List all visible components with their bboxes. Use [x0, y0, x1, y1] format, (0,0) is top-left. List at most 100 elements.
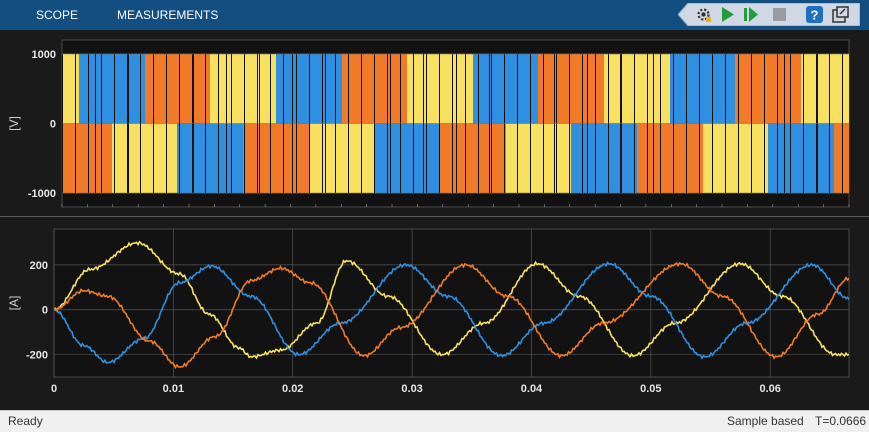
voltage-stripe-positive: [497, 53, 499, 124]
voltage-stripe-negative: [589, 123, 591, 194]
voltage-stripe-positive: [726, 53, 728, 124]
voltage-stripe-negative: [446, 123, 448, 194]
voltage-stripe-positive: [168, 53, 170, 124]
voltage-stripe-negative: [548, 123, 550, 194]
current-xtick-label: 0.01: [163, 383, 184, 395]
voltage-stripe-positive: [456, 53, 458, 124]
voltage-stripe-positive: [579, 53, 581, 124]
voltage-stripe-positive: [519, 53, 521, 124]
voltage-stripe-negative: [138, 123, 140, 194]
voltage-stripe-positive: [479, 53, 481, 124]
voltage-stripe-positive: [176, 53, 178, 124]
voltage-stripe-negative: [223, 123, 225, 194]
voltage-stripe-positive: [196, 53, 198, 124]
voltage-stripe-positive: [304, 53, 306, 124]
settings-gear-icon[interactable]: [694, 5, 713, 24]
voltage-stripe-positive: [572, 53, 574, 124]
tab-measurements[interactable]: MEASUREMENTS: [117, 8, 219, 22]
voltage-stripe-negative: [802, 123, 804, 194]
voltage-stripe-positive: [256, 53, 258, 124]
voltage-stripe-positive: [303, 53, 305, 124]
voltage-stripe-positive: [427, 53, 429, 124]
voltage-stripe-positive: [210, 53, 212, 124]
voltage-stripe-positive: [340, 53, 342, 124]
voltage-stripe-positive: [673, 53, 675, 124]
voltage-stripe-negative: [150, 123, 152, 194]
voltage-stripe-negative: [204, 123, 206, 194]
voltage-stripe-positive: [481, 53, 483, 124]
voltage-stripe-negative: [87, 123, 89, 194]
voltage-stripe-negative: [428, 123, 430, 194]
voltage-stripe-positive: [677, 53, 679, 124]
voltage-stripe-negative: [660, 123, 662, 194]
step-forward-icon[interactable]: [741, 5, 760, 24]
voltage-stripe-positive: [801, 53, 803, 124]
voltage-stripe-negative: [424, 123, 426, 194]
voltage-stripe-positive: [530, 53, 532, 124]
voltage-stripe-negative: [781, 123, 783, 194]
voltage-stripe-negative: [318, 123, 320, 194]
voltage-stripe-negative: [775, 123, 777, 194]
voltage-stripe-positive: [525, 53, 527, 124]
voltage-stripe-positive: [254, 53, 256, 124]
voltage-stripe-negative: [613, 123, 615, 194]
voltage-stripe-negative: [332, 123, 334, 194]
voltage-stripe-negative: [484, 123, 486, 194]
voltage-stripe-positive: [262, 53, 264, 124]
voltage-stripe-negative: [180, 123, 182, 194]
voltage-stripe-negative: [469, 123, 471, 194]
voltage-stripe-positive: [576, 53, 578, 124]
voltage-stripe-negative: [694, 123, 696, 194]
voltage-stripe-positive: [175, 53, 177, 124]
voltage-stripe-negative: [397, 123, 399, 194]
voltage-stripe-negative: [272, 123, 274, 194]
voltage-stripe-positive: [402, 53, 404, 124]
voltage-stripe-negative: [92, 123, 94, 194]
voltage-stripe-negative: [729, 123, 731, 194]
voltage-stripe-positive: [343, 53, 345, 124]
voltage-stripe-positive: [161, 53, 163, 124]
voltage-stripe-positive: [747, 53, 749, 124]
voltage-stripe-negative: [259, 123, 261, 194]
voltage-stripe-positive: [722, 53, 724, 124]
stop-icon[interactable]: [770, 5, 789, 24]
voltage-stripe-positive: [732, 53, 734, 124]
voltage-stripe-negative: [761, 123, 763, 194]
voltage-stripe-negative: [149, 123, 151, 194]
voltage-stripe-positive: [841, 53, 843, 124]
voltage-stripe-negative: [229, 123, 231, 194]
voltage-stripe-negative: [792, 123, 794, 194]
voltage-stripe-positive: [521, 53, 523, 124]
voltage-stripe-positive: [86, 53, 88, 124]
voltage-stripe-negative: [490, 123, 492, 194]
voltage-stripe-positive: [390, 53, 392, 124]
voltage-stripe-positive: [526, 53, 528, 124]
voltage-stripe-positive: [790, 53, 792, 124]
voltage-stripe-positive: [811, 53, 813, 124]
voltage-stripe-positive: [77, 53, 79, 124]
voltage-stripe-negative: [386, 123, 388, 194]
voltage-stripe-positive: [329, 53, 331, 124]
voltage-stripe-negative: [586, 123, 588, 194]
help-icon[interactable]: ?: [805, 5, 824, 24]
voltage-stripe-negative: [723, 123, 725, 194]
voltage-stripe-negative: [583, 123, 585, 194]
tab-scope[interactable]: SCOPE: [36, 8, 79, 22]
voltage-stripe-positive: [682, 53, 684, 124]
voltage-ytick-label: 0: [50, 119, 56, 131]
undock-icon[interactable]: [831, 5, 850, 24]
voltage-stripe-negative: [593, 123, 595, 194]
voltage-stripe-positive: [439, 53, 441, 124]
voltage-stripe-negative: [555, 123, 557, 194]
voltage-stripe-negative: [679, 123, 681, 194]
voltage-stripe-negative: [320, 123, 322, 194]
voltage-stripe-negative: [790, 123, 792, 194]
voltage-stripe-negative: [369, 123, 371, 194]
voltage-stripe-positive: [141, 53, 143, 124]
voltage-stripe-positive: [65, 53, 67, 124]
run-icon[interactable]: [718, 5, 737, 24]
voltage-stripe-negative: [88, 123, 90, 194]
voltage-stripe-negative: [750, 123, 752, 194]
